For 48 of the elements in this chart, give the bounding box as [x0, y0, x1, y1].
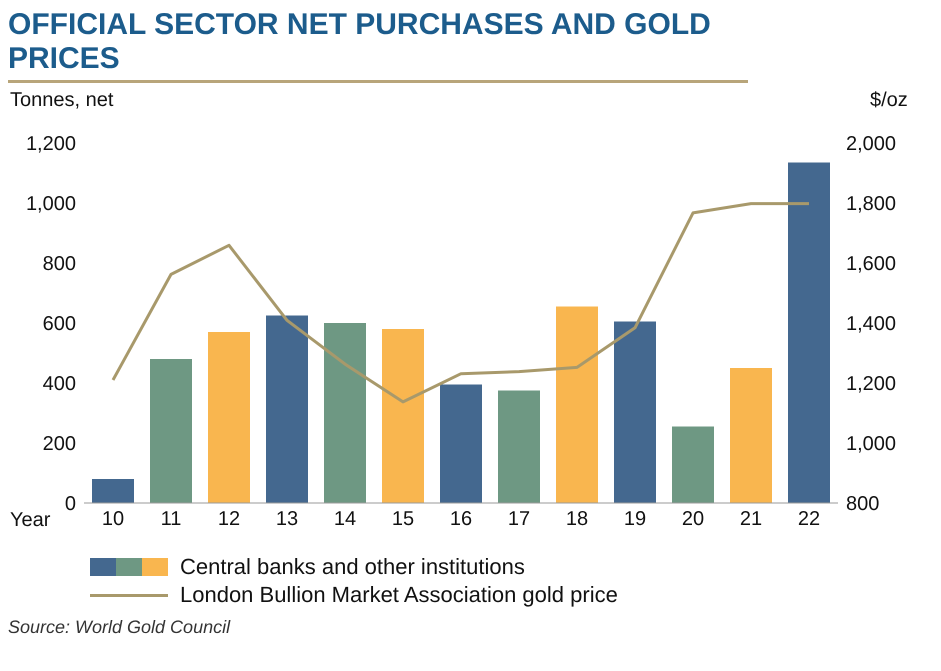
line-series — [112, 202, 810, 404]
x-tick-label: 18 — [566, 508, 588, 530]
bar — [324, 323, 366, 503]
x-tick-label: 13 — [276, 508, 298, 530]
x-tick-label: 14 — [334, 508, 356, 530]
chart-title: OFFICIAL SECTOR NET PURCHASES AND GOLD PRICES — [8, 8, 748, 83]
bar — [92, 479, 134, 503]
x-tick-label: 11 — [160, 508, 182, 530]
y2-axis-title: $/oz — [870, 89, 908, 112]
x-axis-title: Year — [10, 509, 50, 532]
bar — [614, 322, 656, 503]
bar — [150, 359, 192, 503]
x-tick-label: 15 — [392, 508, 414, 530]
source-note: Source: World Gold Council — [8, 617, 232, 638]
legend-label: London Bullion Market Association gold price — [180, 582, 618, 608]
y-tick-label: 200 — [42, 433, 76, 456]
bar — [556, 306, 598, 503]
legend-label: Central banks and other institutions — [180, 554, 525, 580]
y2-tick-label: 1,000 — [846, 433, 896, 456]
x-tick-label: 20 — [682, 508, 704, 530]
y2-tick-label: 1,400 — [846, 313, 896, 336]
x-tick-label: 19 — [624, 508, 646, 530]
x-tick-label: 22 — [798, 508, 820, 530]
y-tick-label: 400 — [42, 373, 76, 396]
x-tick-label: 12 — [218, 508, 240, 530]
y-axis-title: Tonnes, net — [10, 89, 114, 112]
bar — [730, 368, 772, 503]
bar — [440, 384, 482, 503]
y2-tick-label: 1,200 — [846, 373, 896, 396]
y-tick-label: 0 — [64, 493, 76, 516]
y2-tick-label: 2,000 — [846, 133, 896, 156]
y-tick-label: 1,000 — [26, 193, 76, 216]
bar — [382, 329, 424, 503]
y-tick-label: 1,200 — [26, 133, 76, 156]
y-tick-label: 600 — [42, 313, 76, 336]
bar — [266, 316, 308, 503]
bar — [788, 162, 830, 503]
bar — [208, 332, 250, 503]
y2-tick-label: 800 — [846, 493, 880, 516]
y2-tick-label: 1,800 — [846, 193, 896, 216]
bar — [672, 426, 714, 503]
x-tick-label: 17 — [508, 508, 530, 530]
bar — [498, 390, 540, 503]
x-tick-label: 21 — [740, 508, 762, 530]
x-tick-label: 16 — [450, 508, 472, 530]
x-tick-label: 10 — [102, 508, 124, 530]
y2-tick-label: 1,600 — [846, 253, 896, 276]
y-tick-label: 800 — [42, 253, 76, 276]
